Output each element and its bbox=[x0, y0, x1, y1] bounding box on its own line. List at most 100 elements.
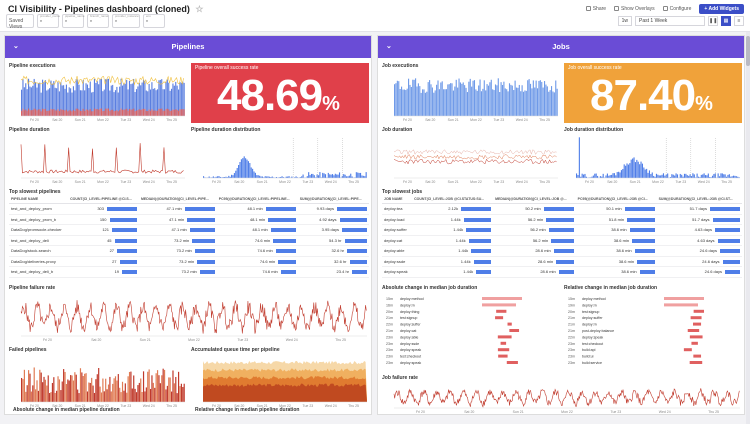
top-slowest-jobs-widget[interactable]: Top slowest jobs JOB NAME COUNT(CI_LEVEL:… bbox=[382, 189, 742, 281]
bar bbox=[144, 108, 146, 116]
table-row[interactable]: deploy:suffer 1.44k 56.2 min 38.6 min 4.63 d… bbox=[382, 224, 742, 236]
saved-views-dropdown[interactable]: Saved Views bbox=[6, 14, 34, 30]
var-branch-name[interactable]: branch_name * bbox=[87, 14, 109, 28]
grid-view-button[interactable]: ▦ bbox=[721, 16, 731, 26]
pipeline-duration-widget[interactable]: Pipeline duration Fri 20 Sat 20 Sun 21 Mon … bbox=[9, 127, 187, 185]
x-tick-label: Tue 23 bbox=[120, 404, 131, 408]
column-header[interactable]: PIPELINE NAME bbox=[9, 195, 69, 204]
job-executions-widget[interactable]: Job executions Fri 20 Sat 20 Sun 21 Mon 22 T… bbox=[382, 63, 560, 123]
table-row[interactable]: deploy:able 1.44k 28.6 min 38.6 min 24.6 day… bbox=[382, 245, 742, 257]
change-bar bbox=[495, 316, 504, 320]
list-view-button[interactable]: ≡ bbox=[734, 16, 744, 26]
top-slowest-pipelines-widget[interactable]: Top slowest pipelines PIPELINE NAME COUNT… bbox=[9, 189, 369, 281]
table-row[interactable]: test_and_deploy_prom 303 47.1 min 48.1 min 9… bbox=[9, 203, 369, 215]
page-scrollbar[interactable] bbox=[746, 32, 750, 424]
table-row[interactable]: deploy:load 1.44k 56.2 min 51.8 min 51.7 day… bbox=[382, 214, 742, 225]
cell-bar bbox=[471, 249, 492, 254]
bar bbox=[133, 78, 135, 116]
time-badge[interactable]: 1w bbox=[617, 16, 632, 26]
failed-pipelines-widget[interactable]: Failed pipelines Fri 20 Sat 20 Sun 21 Mon 2… bbox=[9, 347, 187, 409]
time-range-dropdown[interactable]: Past 1 Week bbox=[635, 16, 705, 26]
bar bbox=[312, 173, 314, 178]
bar bbox=[416, 86, 418, 116]
cell-bar bbox=[192, 238, 215, 243]
pipeline-failure-rate-widget[interactable]: Pipeline failure rate Fri 20 Sat 20 Sun 21… bbox=[9, 285, 369, 343]
column-header[interactable]: MEDIAN(@DURATION){CI_LEVEL:JOB @... bbox=[493, 195, 576, 204]
column-header[interactable]: PC95(@DURATION){CI_LEVEL:JOB @CI... bbox=[575, 195, 657, 204]
bar bbox=[82, 79, 84, 116]
change-bar bbox=[689, 335, 703, 339]
table-row[interactable]: deploy:tea 2.12k 50.2 min 50.1 min 51.7 days bbox=[382, 203, 742, 215]
bar bbox=[685, 173, 687, 178]
var-value: * bbox=[65, 20, 67, 26]
bar bbox=[30, 391, 33, 402]
change-bar bbox=[687, 329, 700, 332]
table-row[interactable]: DataDog/promsocle-checker 121 47.1 min 48.1… bbox=[9, 224, 369, 236]
job-duration-widget[interactable]: Job duration Fri 20 Sat 20 Sun 21 Mon 22 Tue… bbox=[382, 127, 560, 185]
column-header[interactable]: JOB NAME bbox=[382, 195, 413, 204]
x-tick-label: Sun 21 bbox=[448, 118, 459, 122]
job-failure-rate-widget[interactable]: Job failure rate Fri 20 Sat 20 Sun 21 Mon 2… bbox=[382, 375, 742, 414]
var-provider-name[interactable]: provider_name * bbox=[37, 14, 60, 28]
bar bbox=[302, 174, 304, 178]
column-header[interactable]: MEDIAN(@DURATION){CI_LEVEL:PIPE... bbox=[139, 195, 217, 204]
pause-button[interactable]: ❚❚ bbox=[708, 16, 718, 26]
pipeline-executions-widget[interactable]: Pipeline executions Fri 20 Sat 20 Sun 21 Mo… bbox=[9, 63, 187, 123]
abs-change-job-widget[interactable]: Absolute change in median job duration 1… bbox=[382, 285, 560, 373]
bar bbox=[119, 86, 121, 116]
bar bbox=[72, 110, 74, 116]
pipelines-group-header[interactable]: ⌄ Pipelines bbox=[5, 36, 371, 58]
row-name-label: deploy:speak bbox=[400, 361, 421, 365]
var-pipeline-name[interactable]: pipeline_name * bbox=[62, 14, 85, 28]
var-provider-instance[interactable]: provider_instance * bbox=[112, 14, 140, 28]
bar bbox=[396, 80, 398, 116]
chevron-down-icon[interactable]: ⌄ bbox=[13, 43, 19, 50]
pipeline-duration-dist-widget[interactable]: Pipeline duration distribution Fri 20 Sat… bbox=[191, 127, 369, 185]
page-scrollbar-thumb[interactable] bbox=[746, 36, 750, 66]
column-header[interactable]: SUM(@DURATION){CI_LEVEL:PIPE... bbox=[297, 195, 369, 204]
table-row[interactable]: deploy:speak 1.44k 28.6 min 38.6 min 24.6 da… bbox=[382, 266, 742, 278]
pipeline-success-widget[interactable]: Pipeline overall success rate 48.69% bbox=[191, 63, 369, 123]
table-row[interactable]: deploy:cat 1.44k 56.2 min 38.6 min 4.63 days bbox=[382, 235, 742, 246]
bar bbox=[58, 111, 60, 116]
table-row[interactable]: test_and_deploy_deli 45 73.2 min 74.6 min 54… bbox=[9, 235, 369, 246]
bar bbox=[156, 370, 159, 402]
column-header[interactable]: PC95(@DURATION){CI_LEVEL:PIPELINE... bbox=[216, 195, 298, 204]
share-button[interactable]: Share bbox=[585, 6, 607, 12]
table-row[interactable]: test_and_deploy_deli_b 19 73.2 min 74.6 min… bbox=[9, 266, 369, 278]
bar bbox=[53, 109, 55, 116]
star-icon[interactable]: ☆ bbox=[195, 4, 204, 14]
bar bbox=[158, 108, 160, 116]
table-row[interactable]: deploy:ssde 1.44k 28.6 min 38.6 min 24.6 day… bbox=[382, 256, 742, 267]
queue-time-widget[interactable]: Accumulated queue time per pipeline Fri … bbox=[191, 347, 369, 409]
bar bbox=[243, 156, 245, 178]
rel-change-job-widget[interactable]: Relative change in median job duration 1… bbox=[564, 285, 742, 373]
bar bbox=[510, 84, 512, 116]
bar bbox=[88, 88, 90, 116]
bar bbox=[713, 173, 715, 178]
bar bbox=[555, 80, 557, 116]
share-label: Share bbox=[592, 6, 607, 12]
job-success-widget[interactable]: Job overall success rate 87.40% bbox=[564, 63, 742, 123]
bar bbox=[123, 390, 125, 402]
column-header[interactable]: COUNT(CI_LEVEL:JOB @CI.STATUS:SU... bbox=[412, 195, 494, 204]
configure-button[interactable]: Configure bbox=[662, 6, 691, 12]
bar bbox=[168, 82, 170, 116]
header-actions: Share Show Overlays Configure + Add Widg… bbox=[585, 4, 744, 14]
table-row[interactable]: DataDog/stock-search 27 73.2 min 74.6 min 32… bbox=[9, 245, 369, 257]
add-widgets-button[interactable]: + Add Widgets bbox=[699, 4, 744, 14]
show-overlays-button[interactable]: Show Overlays bbox=[614, 6, 655, 12]
table-row[interactable]: DataDog/deliveries-proxy 27 73.2 min 74.6 m… bbox=[9, 256, 369, 267]
chevron-down-icon[interactable]: ⌄ bbox=[386, 43, 392, 50]
column-header[interactable]: SUM(@DURATION){CI_LEVEL:JOB @CI.ST... bbox=[656, 195, 742, 204]
job-duration-dist-widget[interactable]: Job duration distribution Fri 20 Sat 20 Su… bbox=[564, 127, 742, 185]
var-env[interactable]: env * bbox=[143, 14, 165, 28]
row-name-label: deploy:ssde bbox=[400, 342, 419, 346]
table-row[interactable]: test_and_deploy_prom_b 150 47.1 min 48.1 mi… bbox=[9, 214, 369, 225]
bar bbox=[70, 375, 72, 402]
jobs-group-header[interactable]: ⌄ Jobs bbox=[378, 36, 744, 58]
bar bbox=[29, 373, 31, 402]
column-header[interactable]: COUNT(CI_LEVEL:PIPELINE @CI.S... bbox=[68, 195, 140, 204]
bar bbox=[180, 383, 182, 402]
cell-value: 1.44k bbox=[460, 258, 471, 264]
